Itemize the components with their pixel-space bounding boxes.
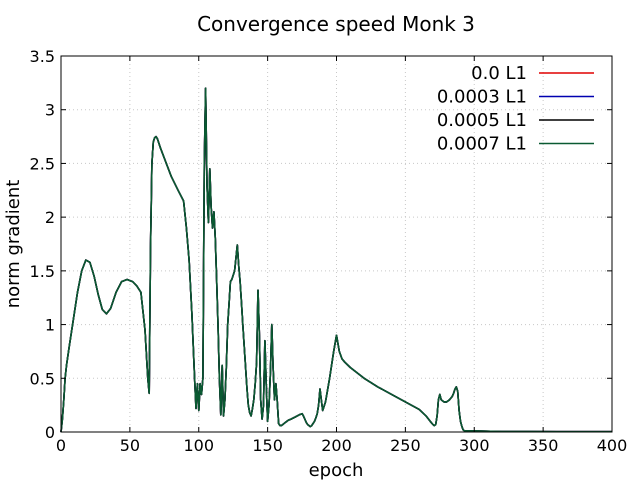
x-tick-label: 100 <box>183 436 214 455</box>
y-tick-label: 3 <box>45 101 55 120</box>
legend-label: 0.0005 L1 <box>437 110 527 131</box>
x-tick-label: 350 <box>528 436 559 455</box>
x-tick-label: 300 <box>459 436 490 455</box>
y-tick-label: 1.5 <box>30 262 55 281</box>
x-tick-label: 50 <box>120 436 140 455</box>
axis-ticks <box>60 55 613 433</box>
x-tick-label: 150 <box>252 436 283 455</box>
y-tick-label: 2.5 <box>30 154 55 173</box>
x-axis-label: epoch <box>309 460 364 480</box>
x-tick-labels: 0 50 100 150 200 250 300 350 400 <box>56 436 627 455</box>
y-tick-label: 0 <box>45 423 55 442</box>
y-tick-label: 3.5 <box>30 47 55 66</box>
legend: 0.0 L1 0.0003 L10.0005 L1 0.0007 L1 <box>437 63 594 155</box>
grid <box>61 56 612 432</box>
legend-label: 0.0007 L1 <box>437 134 527 155</box>
x-tick-label: 0 <box>56 436 66 455</box>
y-tick-labels: 0 0.5 1 1.5 2 2.5 3 3.5 <box>30 47 55 442</box>
chart-title: Convergence speed Monk 3 <box>197 12 475 36</box>
x-tick-label: 400 <box>597 436 628 455</box>
legend-label: 0.0003 L1 <box>437 87 527 108</box>
y-tick-label: 2 <box>45 208 55 227</box>
y-tick-label: 0.5 <box>30 369 55 388</box>
y-axis-label: norm gradient <box>3 180 24 309</box>
series-lines <box>60 87 612 433</box>
series-line-4 <box>60 87 612 433</box>
legend-label: 0.0 L1 <box>471 63 527 84</box>
y-tick-label: 1 <box>45 316 55 335</box>
x-tick-label: 200 <box>321 436 352 455</box>
x-tick-label: 250 <box>390 436 421 455</box>
